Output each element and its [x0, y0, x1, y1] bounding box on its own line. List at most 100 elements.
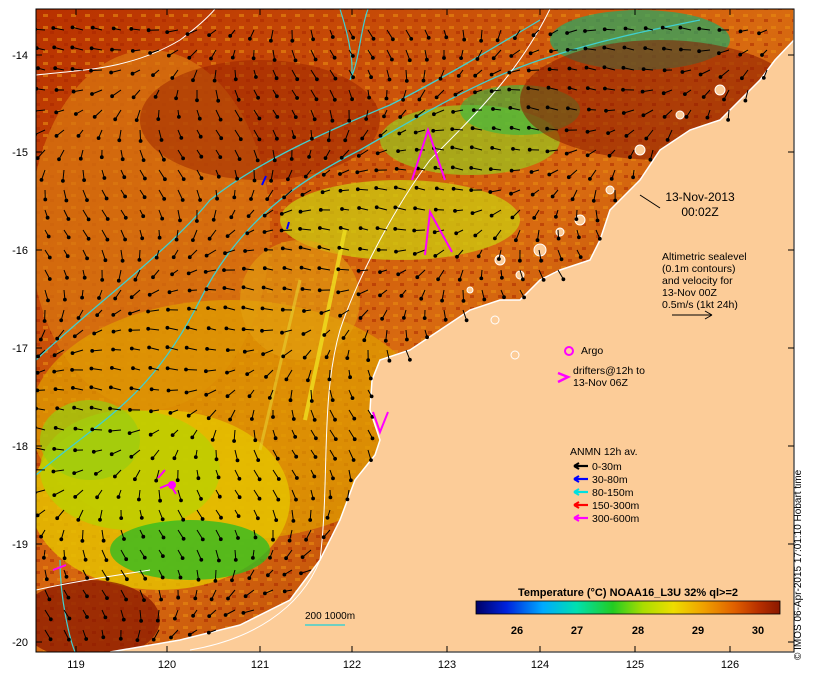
velocity-arrow-head	[313, 455, 318, 459]
drifters-label: 13-Nov 06Z	[573, 377, 628, 389]
velocity-arrow-head	[436, 277, 441, 282]
velocity-arrow-head	[181, 177, 186, 182]
velocity-arrow-head	[166, 307, 170, 312]
velocity-arrow-head	[225, 394, 230, 399]
velocity-arrow-head	[317, 245, 322, 250]
velocity-arrow-head	[73, 495, 78, 499]
velocity-arrow-head	[661, 91, 666, 96]
velocity-arrow-head	[200, 517, 205, 521]
velocity-arrow-head	[433, 207, 438, 212]
velocity-arrow-head	[282, 266, 287, 270]
velocity-arrow-head	[530, 192, 535, 197]
velocity-arrow-head	[340, 207, 344, 211]
velocity-arrow-head	[300, 287, 305, 291]
velocity-arrow-head	[89, 68, 93, 73]
velocity-arrow-head	[469, 166, 474, 170]
velocity-arrow-head	[95, 495, 99, 500]
velocity-arrow-head	[559, 257, 564, 262]
velocity-arrow-head	[275, 456, 280, 461]
velocity-arrow-head	[83, 557, 88, 562]
velocity-arrow-head	[588, 177, 592, 181]
velocity-arrow-head	[160, 575, 165, 580]
velocity-arrow-head	[419, 296, 424, 301]
velocity-arrow-head	[176, 595, 181, 600]
velocity-arrow-head	[223, 613, 228, 617]
velocity-arrow-head	[125, 577, 129, 582]
velocity-arrow-head	[248, 36, 252, 41]
velocity-arrow-head	[148, 51, 153, 55]
velocity-arrow-head	[122, 175, 127, 180]
velocity-arrow-head	[51, 26, 56, 30]
velocity-arrow-head	[217, 494, 222, 499]
velocity-arrow-head	[187, 288, 192, 293]
velocity-arrow-head	[238, 137, 243, 142]
velocity-arrow-head	[513, 36, 517, 40]
velocity-arrow-head	[295, 77, 300, 82]
velocity-arrow-head	[85, 198, 89, 203]
anmn-title: ANMN 12h av.	[570, 446, 638, 458]
velocity-arrow-head	[218, 537, 223, 542]
velocity-arrow-head	[396, 149, 401, 154]
velocity-arrow-head	[146, 28, 151, 33]
velocity-arrow-head	[36, 446, 37, 449]
velocity-arrow-head	[471, 108, 476, 112]
velocity-arrow-head	[39, 534, 43, 539]
velocity-arrow-head	[489, 89, 494, 93]
velocity-arrow-head	[243, 249, 248, 253]
velocity-arrow-head	[330, 35, 335, 39]
velocity-arrow-head	[306, 378, 310, 383]
altimetry-legend-line: 0.5m/s (1kt 24h)	[662, 299, 738, 311]
velocity-arrow-head	[102, 176, 107, 180]
velocity-arrow-head	[364, 117, 369, 121]
velocity-arrow-head	[113, 117, 118, 122]
velocity-arrow-head	[450, 145, 455, 150]
velocity-arrow-head	[65, 275, 69, 280]
velocity-arrow-head	[409, 37, 414, 41]
velocity-arrow-head	[250, 417, 254, 421]
velocity-arrow-head	[338, 313, 343, 318]
velocity-arrow-head	[260, 328, 264, 333]
velocity-arrow-head	[122, 537, 126, 541]
velocity-arrow-head	[282, 589, 287, 594]
velocity-arrow-head	[450, 165, 455, 170]
velocity-arrow-head	[147, 345, 152, 350]
velocity-arrow-head	[96, 136, 101, 141]
velocity-arrow-head	[141, 214, 146, 219]
velocity-arrow-head	[286, 177, 290, 182]
velocity-arrow-head	[53, 426, 58, 430]
velocity-arrow-head	[300, 192, 305, 197]
velocity-arrow-head	[705, 115, 710, 120]
velocity-arrow-head	[718, 75, 723, 79]
velocity-arrow-head	[205, 347, 210, 351]
colorbar-tick: 30	[752, 625, 764, 637]
velocity-arrow-head	[507, 70, 512, 75]
velocity-arrow-head	[133, 277, 138, 282]
velocity-arrow-head	[545, 126, 549, 131]
velocity-arrow-head	[264, 375, 268, 379]
velocity-arrow-head	[476, 254, 481, 259]
velocity-arrow-head	[105, 217, 110, 221]
velocity-arrow-head	[225, 234, 230, 239]
velocity-arrow-head	[603, 86, 607, 91]
velocity-arrow-head	[123, 194, 127, 199]
velocity-arrow-head	[307, 155, 312, 159]
velocity-arrow-head	[196, 476, 201, 481]
velocity-arrow-head	[266, 573, 270, 578]
velocity-arrow-head	[90, 349, 95, 353]
velocity-arrow-head	[174, 237, 179, 242]
velocity-arrow-head	[351, 75, 356, 80]
velocity-arrow-head	[295, 476, 299, 480]
velocity-arrow-head	[312, 474, 317, 479]
velocity-arrow-head	[157, 235, 162, 240]
velocity-arrow-head	[105, 237, 110, 242]
velocity-arrow-head	[522, 295, 526, 300]
velocity-arrow-head	[190, 435, 195, 440]
velocity-arrow-head	[98, 517, 102, 522]
velocity-arrow-head	[352, 437, 357, 442]
velocity-arrow-head	[261, 352, 266, 357]
velocity-arrow-head	[85, 256, 89, 261]
velocity-arrow-head	[350, 97, 355, 102]
velocity-arrow-head	[137, 497, 141, 502]
velocity-arrow-head	[717, 51, 721, 56]
velocity-arrow-head	[641, 67, 646, 71]
